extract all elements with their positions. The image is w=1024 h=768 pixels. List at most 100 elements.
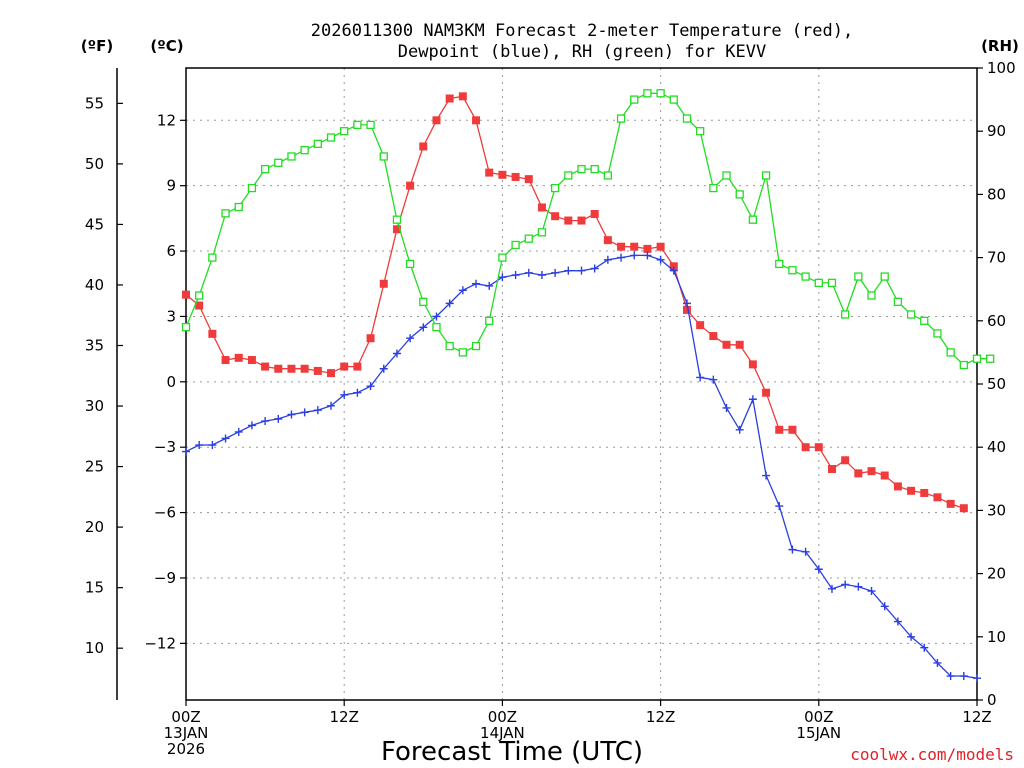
data-point [551, 212, 560, 221]
data-point [313, 366, 322, 375]
rh-unit-label: (RH) [981, 37, 1019, 55]
data-point [801, 272, 810, 281]
data-point [893, 482, 902, 491]
credit-text: coolwx.com/models [850, 745, 1014, 764]
time-tick-label: 12Z [330, 708, 359, 726]
time-tick-label: 15JAN [796, 724, 841, 742]
data-point [406, 334, 415, 343]
data-point [709, 375, 718, 384]
data-point [893, 617, 902, 626]
time-tick-label: 12Z [646, 708, 675, 726]
data-point [880, 471, 889, 480]
fahrenheit-tick-label: 40 [85, 276, 104, 294]
data-point [907, 486, 916, 495]
data-point [617, 253, 626, 262]
time-tick-label: 00Z [171, 708, 200, 726]
data-point [603, 255, 612, 264]
data-point [907, 632, 916, 641]
data-point [247, 421, 256, 430]
data-point [761, 171, 771, 180]
data-point [485, 316, 494, 325]
chart-title-line-1: 2026011300 NAM3KM Forecast 2-meter Tempe… [311, 21, 853, 41]
data-point [234, 353, 243, 362]
data-point [682, 114, 692, 123]
data-point [181, 322, 191, 332]
data-point [353, 388, 362, 397]
data-point [814, 278, 823, 288]
fahrenheit-tick-label: 10 [85, 639, 104, 657]
data-point [261, 362, 270, 371]
data-point [630, 242, 639, 251]
data-point [234, 202, 243, 212]
rh-tick-label: 0 [987, 691, 997, 709]
data-point [195, 301, 204, 310]
data-point [709, 183, 718, 193]
data-point [973, 674, 981, 683]
data-point [300, 146, 309, 155]
data-point [696, 321, 705, 330]
data-point [880, 602, 889, 611]
data-point [366, 382, 375, 391]
celsius-tick-label: −3 [154, 438, 176, 456]
celsius-tick-label: 9 [166, 177, 176, 195]
data-point [313, 406, 322, 415]
data-point [986, 354, 995, 363]
data-point [682, 305, 691, 314]
data-point [748, 215, 758, 224]
data-point [762, 471, 771, 480]
series-line [185, 254, 978, 679]
data-point [696, 373, 705, 382]
data-point [208, 441, 217, 450]
data-point [656, 89, 665, 98]
celsius-tick-label: 3 [166, 307, 176, 325]
data-point [735, 425, 744, 434]
rh-tick-label: 50 [987, 375, 1006, 393]
celsius-axis: 12 9 6 3 0 −3 −6 −9 −12 [144, 111, 186, 652]
fahrenheit-tick-label: 15 [85, 579, 104, 597]
series-2-meter-temperature [182, 92, 968, 513]
data-point [524, 175, 533, 184]
data-point [920, 316, 929, 325]
data-point [577, 266, 586, 275]
data-point [195, 291, 204, 300]
fahrenheit-tick-label: 25 [85, 458, 104, 476]
data-point [564, 266, 573, 275]
fahrenheit-axis: 55 50 45 40 35 30 25 20 15 10 [85, 94, 123, 657]
celsius-tick-label: 12 [157, 111, 176, 129]
data-point [287, 152, 296, 161]
data-point [537, 228, 547, 237]
data-point [577, 216, 586, 225]
data-point [827, 464, 836, 473]
data-point [788, 425, 797, 434]
data-point [590, 164, 599, 174]
time-tick-label: 14JAN [480, 724, 525, 742]
data-point [630, 95, 639, 104]
chart-title-line-2: Dewpoint (blue), RH (green) for KEVV [398, 42, 766, 62]
data-point [814, 565, 823, 574]
data-point [300, 408, 309, 417]
time-tick-label: 00Z [804, 708, 833, 726]
data-point [182, 447, 190, 456]
data-point [748, 395, 757, 404]
data-point [867, 291, 876, 300]
data-point [353, 362, 362, 371]
data-point [485, 281, 494, 290]
data-point [432, 116, 441, 125]
data-point [472, 279, 481, 288]
data-point [366, 120, 375, 130]
celsius-tick-label: −6 [154, 504, 176, 522]
data-series [181, 89, 995, 683]
data-point [379, 279, 388, 288]
data-point [432, 322, 441, 332]
data-point [841, 456, 850, 465]
data-point [208, 253, 217, 262]
data-point [392, 225, 401, 234]
data-point [379, 152, 388, 161]
gridlines [185, 68, 978, 700]
data-point [471, 341, 481, 351]
data-point [920, 488, 929, 497]
data-point [392, 215, 402, 224]
celsius-tick-label: 6 [166, 242, 176, 260]
